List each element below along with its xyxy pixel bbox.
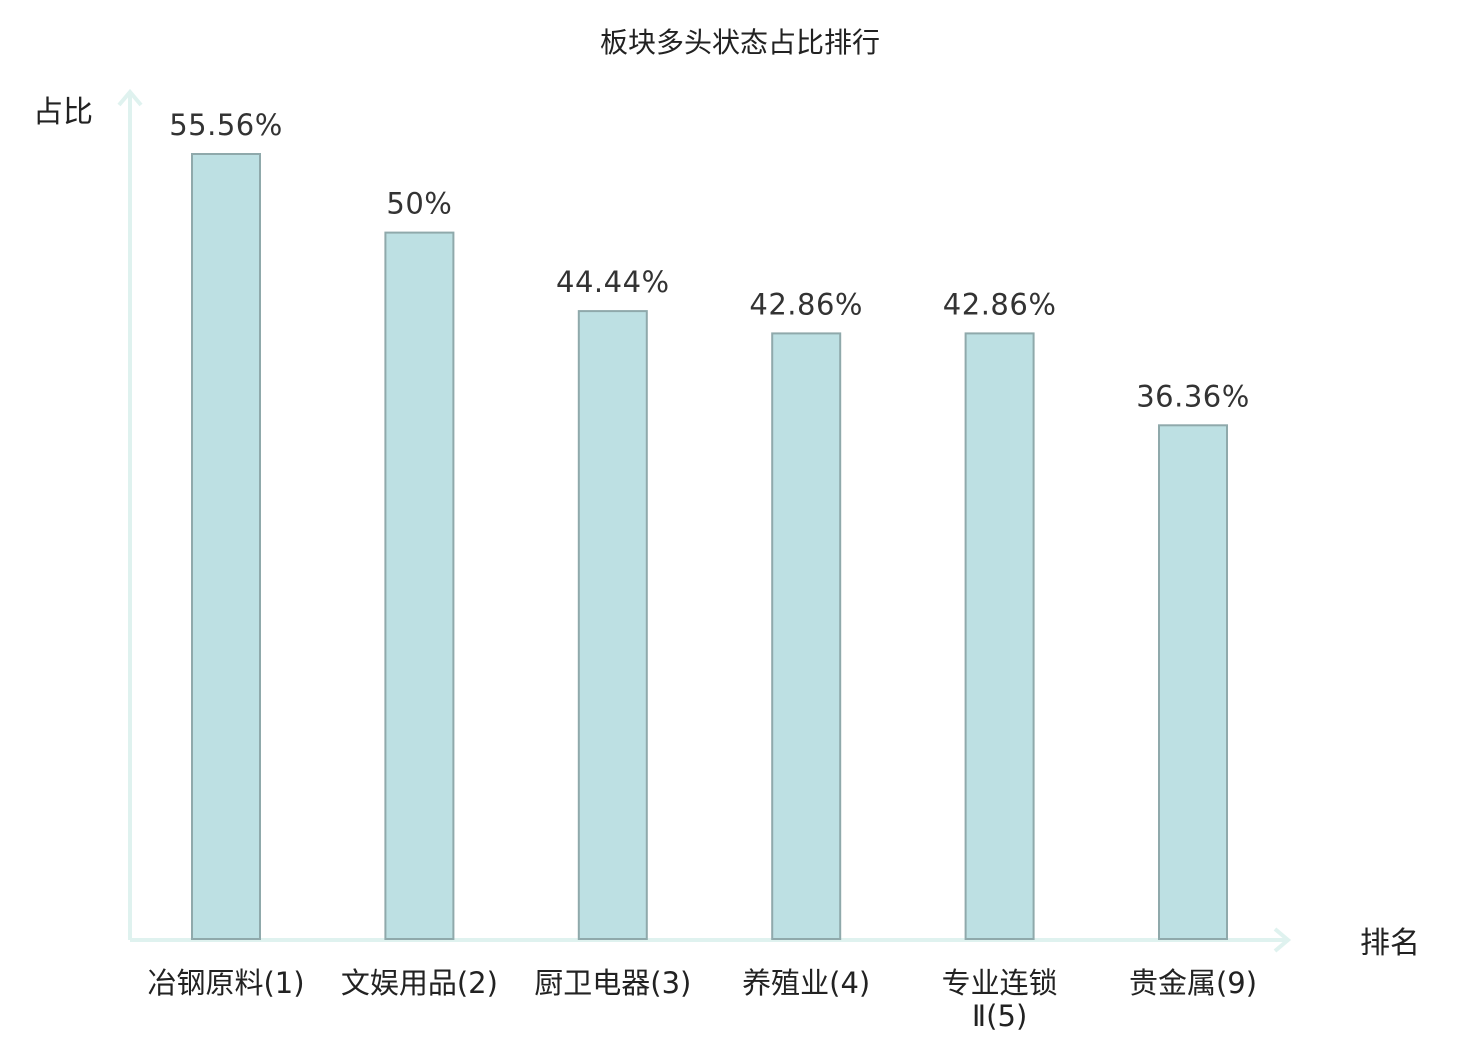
- bars-layer: [191, 153, 1228, 941]
- x-axis-arrow: [1273, 927, 1292, 953]
- bar-6: [1158, 424, 1228, 940]
- x-axis-label: 排名: [1360, 926, 1420, 961]
- value-label-4: 42.86%: [749, 287, 863, 321]
- bar-2: [384, 231, 455, 941]
- category-label-1: 冶钢原料(1): [147, 966, 304, 1000]
- category-label-5-line2: Ⅱ(5): [972, 999, 1027, 1033]
- bar-5: [964, 332, 1035, 940]
- chart-title: 板块多头状态占比排行: [600, 26, 880, 59]
- category-label-5: 专业连锁: [942, 966, 1058, 1000]
- bar-1: [191, 153, 261, 940]
- category-label-3: 厨卫电器(3): [534, 966, 691, 1000]
- value-labels-layer: 55.56% 50% 44.44% 42.86% 42.86% 36.36%: [169, 108, 1250, 413]
- value-label-1: 55.56%: [169, 108, 283, 142]
- bar-4: [771, 332, 842, 940]
- value-label-3: 44.44%: [556, 265, 670, 299]
- value-label-6: 36.36%: [1136, 379, 1250, 413]
- category-label-6: 贵金属(9): [1129, 966, 1257, 1000]
- category-label-4: 养殖业(4): [742, 966, 870, 1000]
- y-axis-arrow: [117, 88, 143, 107]
- y-axis-label: 占比: [33, 95, 93, 130]
- value-label-5: 42.86%: [943, 287, 1057, 321]
- value-label-2: 50%: [386, 187, 452, 221]
- category-label-2: 文娱用品(2): [341, 966, 498, 1000]
- bar-3: [577, 310, 648, 941]
